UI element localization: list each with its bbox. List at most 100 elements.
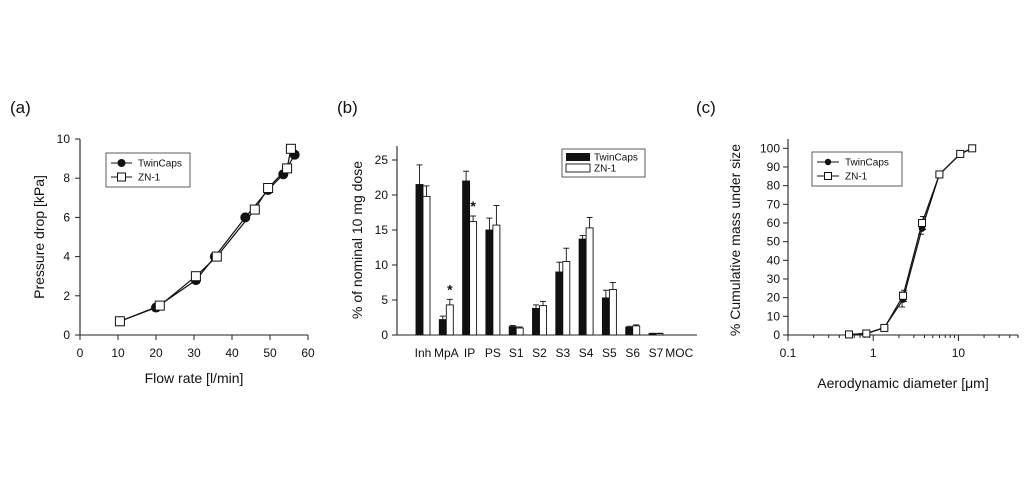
legend-a-label-zn1: ZN-1	[138, 173, 161, 184]
y-tick-label-c: 10	[767, 309, 781, 323]
x-tick-label-a: 30	[187, 346, 201, 360]
y-tick-label-c: 60	[767, 216, 781, 230]
data-point-a-zn1	[154, 300, 165, 311]
y-tick-label-b: 15	[375, 223, 389, 237]
legend-a-marker-zn1	[117, 172, 126, 182]
bars-b: **	[415, 164, 664, 336]
category-label-b: S4	[579, 346, 594, 360]
category-label-b: MOC	[665, 346, 693, 360]
legend-c-label-twincaps: TwinCaps	[845, 158, 889, 169]
y-tick-label-c: 80	[767, 179, 781, 193]
x-ticks-c: 0.1 1 10	[780, 335, 1019, 360]
panel-label-c: (c)	[696, 98, 716, 117]
x-tick-label-a: 40	[225, 346, 239, 360]
x-tick-label-a: 10	[111, 346, 125, 360]
bar-b-twincaps	[625, 326, 634, 336]
y-ticks-b: 0 5 10 15 20 25	[375, 153, 397, 342]
data-point-c-zn1	[845, 330, 854, 339]
x-axis-title-a: Flow rate [l/min]	[145, 370, 244, 386]
y-axis-title-a: Pressure drop [kPa]	[31, 175, 47, 299]
category-label-b: S7	[649, 346, 664, 360]
bar-b-zn1	[539, 305, 547, 336]
y-tick-label-b: 5	[381, 293, 388, 307]
y-tick-label-a: 2	[63, 289, 70, 303]
bar-b-zn1	[422, 195, 431, 336]
category-label-b: IP	[464, 346, 475, 360]
y-tick-label-a: 8	[63, 171, 70, 185]
y-tick-label-a: 6	[63, 210, 70, 224]
data-point-c-zn1	[956, 149, 965, 158]
data-point-c-zn1	[899, 291, 908, 300]
legend-b: TwinCaps ZN-1	[561, 148, 646, 178]
bar-b-twincaps	[438, 319, 447, 336]
data-point-c-zn1	[935, 170, 944, 179]
bar-b-zn1	[655, 333, 664, 336]
series-a	[114, 143, 300, 327]
data-point-a-zn1	[211, 251, 222, 262]
y-tick-label-a: 0	[63, 328, 70, 342]
significance-marker-b: *	[447, 281, 453, 297]
data-point-a-zn1	[263, 183, 274, 193]
y-tick-label-a: 10	[57, 132, 71, 146]
bar-b-twincaps	[555, 271, 564, 336]
series-c	[845, 144, 977, 339]
y-tick-label-a: 4	[63, 250, 70, 264]
bar-b-twincaps	[415, 184, 424, 336]
x-ticks-a: 0 10 20 30 40 50 60	[77, 335, 315, 360]
bar-b-twincaps	[648, 333, 657, 336]
data-point-c-zn1	[918, 219, 927, 227]
bar-b-zn1	[562, 261, 571, 336]
bar-b-zn1	[585, 227, 594, 336]
data-point-a-zn1	[114, 316, 125, 327]
category-label-b: MpA	[434, 346, 459, 360]
x-tick-label-a: 50	[263, 346, 277, 360]
x-tick-label-c: 10	[952, 346, 966, 360]
bar-b-zn1	[469, 221, 478, 336]
category-label-b: Inh	[415, 346, 432, 360]
x-tick-label-a: 60	[301, 346, 315, 360]
bar-b-zn1	[445, 304, 454, 336]
y-tick-label-b: 0	[381, 328, 388, 342]
data-point-a-zn1	[285, 143, 296, 154]
y-ticks-a: 0 2 4 6 8 10	[57, 132, 80, 342]
bar-b-zn1	[632, 325, 641, 336]
data-point-a-zn1	[282, 163, 293, 174]
category-label-b: PS	[485, 346, 501, 360]
data-point-c-zn1	[862, 329, 871, 338]
x-tick-label-c: 1	[870, 346, 877, 360]
bar-b-twincaps	[578, 238, 587, 336]
data-point-a-twincaps	[240, 212, 251, 223]
panel-a: (a) 0 10 20 30 40 50 60 0 2 4 6 8 10 Flow rate [l/m…	[10, 98, 315, 386]
category-label-b: S6	[625, 346, 640, 360]
legend-b-label-zn1: ZN-1	[594, 164, 617, 175]
bar-b-twincaps	[485, 229, 494, 336]
y-tick-label-c: 0	[773, 328, 780, 342]
data-point-a-zn1	[249, 204, 260, 215]
legend-a-label-twincaps: TwinCaps	[138, 159, 182, 170]
legend-c-marker-zn1	[824, 172, 832, 180]
bar-b-zn1	[515, 327, 524, 336]
legend-a-marker-twincaps	[117, 159, 126, 167]
significance-marker-b: *	[470, 198, 476, 214]
category-label-b: S3	[555, 346, 570, 360]
y-tick-label-c: 50	[767, 235, 781, 249]
y-axis-title-c: % Cumulative mass under size	[727, 144, 743, 336]
data-point-c-zn1	[880, 323, 889, 332]
y-axis-title-b: % of nominal 10 mg dose	[349, 161, 365, 319]
y-tick-label-c: 20	[767, 291, 781, 305]
panel-label-b: (b)	[337, 98, 358, 117]
y-tick-label-b: 20	[375, 188, 389, 202]
y-tick-label-c: 40	[767, 253, 781, 267]
x-tick-label-a: 0	[77, 346, 84, 360]
legend-a: TwinCaps ZN-1	[105, 152, 191, 188]
legend-b-swatch-twincaps	[566, 153, 590, 161]
category-label-b: S5	[602, 346, 617, 360]
y-tick-label-c: 30	[767, 272, 781, 286]
legend-c-marker-twincaps	[824, 158, 832, 166]
legend-b-label-twincaps: TwinCaps	[594, 153, 638, 164]
category-label-b: S1	[509, 346, 524, 360]
panel-c: (c) 0.1 1 10 0 10 20 30 40 50 60 70 80 90 100 Aerody…	[696, 98, 1019, 391]
x-tick-label-c: 0.1	[780, 346, 797, 360]
category-labels-b: Inh MpA IP PS S1 S2 S3 S4 S5 S6 S7 MOC	[415, 346, 694, 360]
